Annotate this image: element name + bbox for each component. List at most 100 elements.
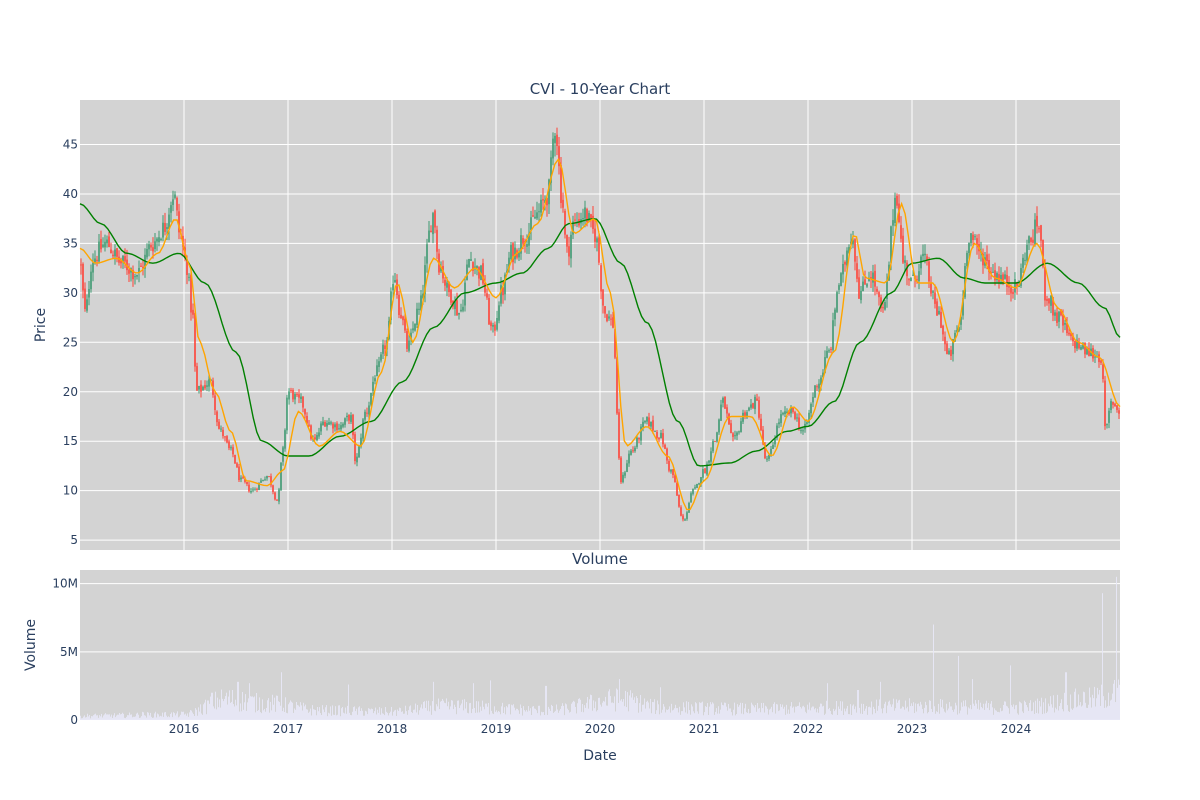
candle-body — [494, 324, 496, 331]
volume-bar — [914, 713, 915, 720]
volume-bar — [831, 714, 832, 720]
volume-bar — [1060, 703, 1061, 720]
candle-body — [158, 237, 160, 243]
volume-bar — [727, 710, 728, 720]
volume-bar — [1024, 700, 1025, 720]
candle-body — [842, 263, 844, 275]
candle-body — [606, 314, 608, 322]
volume-bar — [130, 714, 131, 720]
candle-body — [122, 255, 124, 263]
volume-bar — [476, 701, 477, 720]
candle-body — [786, 411, 788, 413]
volume-bar — [844, 708, 845, 720]
volume-bar — [707, 703, 708, 720]
volume-bar — [403, 713, 404, 720]
volume-bar — [482, 700, 483, 720]
volume-bar — [183, 711, 184, 720]
volume-bar — [602, 702, 603, 720]
volume-bar — [1117, 687, 1118, 720]
volume-bar — [685, 712, 686, 720]
volume-bar — [320, 713, 321, 720]
volume-bar — [200, 704, 201, 720]
volume-bar — [769, 709, 770, 720]
volume-bar — [504, 707, 505, 720]
volume-bar — [790, 706, 791, 720]
candle-body — [838, 285, 840, 290]
candle-body — [1086, 347, 1088, 355]
volume-bar — [113, 715, 114, 720]
candle-body — [570, 234, 572, 259]
volume-bar — [972, 679, 973, 720]
candle-body — [678, 494, 680, 507]
candle-body — [128, 269, 130, 274]
volume-bar — [313, 709, 314, 720]
candle-body — [1000, 274, 1002, 281]
volume-bar — [967, 714, 968, 720]
candle-body — [190, 274, 192, 313]
candle-body — [232, 447, 234, 455]
candle-body — [330, 422, 332, 424]
candle-body — [432, 213, 434, 235]
volume-bar — [286, 712, 287, 720]
candle-body — [830, 348, 832, 350]
volume-bar — [339, 705, 340, 720]
volume-plot-area[interactable] — [80, 570, 1120, 720]
volume-bar — [1028, 710, 1029, 720]
volume-bar — [695, 702, 696, 720]
candle-body — [940, 311, 942, 328]
volume-bar — [861, 703, 862, 720]
volume-bar — [1110, 700, 1111, 720]
volume-bar — [462, 699, 463, 720]
volume-bar — [90, 718, 91, 720]
volume-bar — [565, 703, 566, 720]
candle-body — [1058, 311, 1060, 322]
volume-bar — [978, 700, 979, 720]
candle-body — [950, 349, 952, 356]
candle-body — [240, 477, 242, 480]
candle-body — [372, 381, 374, 391]
candle-body — [892, 220, 894, 226]
candle-body — [832, 320, 834, 350]
volume-bar — [394, 710, 395, 720]
candle-body — [770, 448, 772, 454]
candle-body — [160, 238, 162, 240]
volume-bar — [208, 700, 209, 720]
volume-bar — [996, 710, 997, 720]
volume-bar — [702, 701, 703, 720]
volume-bar — [1064, 692, 1065, 720]
volume-bar — [710, 702, 711, 720]
candle-body — [730, 423, 732, 433]
volume-bar — [463, 710, 464, 720]
volume-bar — [786, 704, 787, 720]
volume-bar — [669, 706, 670, 720]
volume-bar — [1034, 713, 1035, 720]
volume-bar — [881, 708, 882, 720]
candle-body — [478, 267, 480, 279]
candle-body — [102, 244, 104, 247]
candle-body — [858, 277, 860, 299]
volume-bar — [898, 700, 899, 720]
candle-body — [230, 447, 232, 449]
volume-bar — [744, 708, 745, 720]
volume-bar — [351, 715, 352, 720]
volume-bar — [459, 708, 460, 720]
volume-bar — [756, 711, 757, 720]
volume-bar — [644, 698, 645, 720]
candle-body — [272, 485, 274, 493]
volume-bar — [600, 704, 601, 720]
volume-bar — [701, 702, 702, 720]
candle-body — [392, 284, 394, 291]
volume-bar — [1078, 694, 1079, 720]
volume-bar — [248, 698, 249, 720]
volume-bar — [252, 696, 253, 720]
volume-bar — [401, 711, 402, 720]
volume-bar — [997, 711, 998, 720]
candle-body — [1114, 403, 1116, 407]
volume-bar — [979, 709, 980, 720]
volume-bar — [539, 705, 540, 720]
date-x-tick: 2024 — [1001, 722, 1032, 736]
volume-bar — [884, 703, 885, 720]
volume-bar — [656, 710, 657, 720]
volume-bar — [126, 716, 127, 720]
volume-bar — [234, 706, 235, 720]
